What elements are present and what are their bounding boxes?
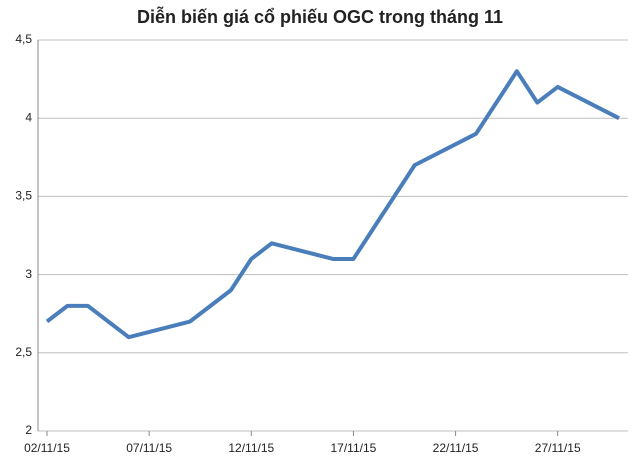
- y-tick-label: 3: [25, 267, 32, 281]
- x-tick-label: 17/11/15: [331, 441, 377, 455]
- y-tick-label: 2,5: [15, 345, 32, 359]
- line-series: [45, 69, 620, 340]
- x-tick-label: 07/11/15: [126, 441, 172, 455]
- x-tick-label: 22/11/15: [433, 441, 479, 455]
- y-tick-label: 2: [25, 423, 32, 437]
- y-tick-label: 4,5: [15, 32, 32, 46]
- y-tick-label: 3,5: [15, 189, 32, 203]
- y-tick-label: 4: [25, 110, 32, 124]
- x-tick-label: 12/11/15: [228, 441, 274, 455]
- x-tick-label: 27/11/15: [535, 441, 581, 455]
- chart-title: Diễn biến giá cổ phiếu OGC trong tháng 1…: [137, 6, 503, 27]
- x-tick-label: 02/11/15: [24, 441, 70, 455]
